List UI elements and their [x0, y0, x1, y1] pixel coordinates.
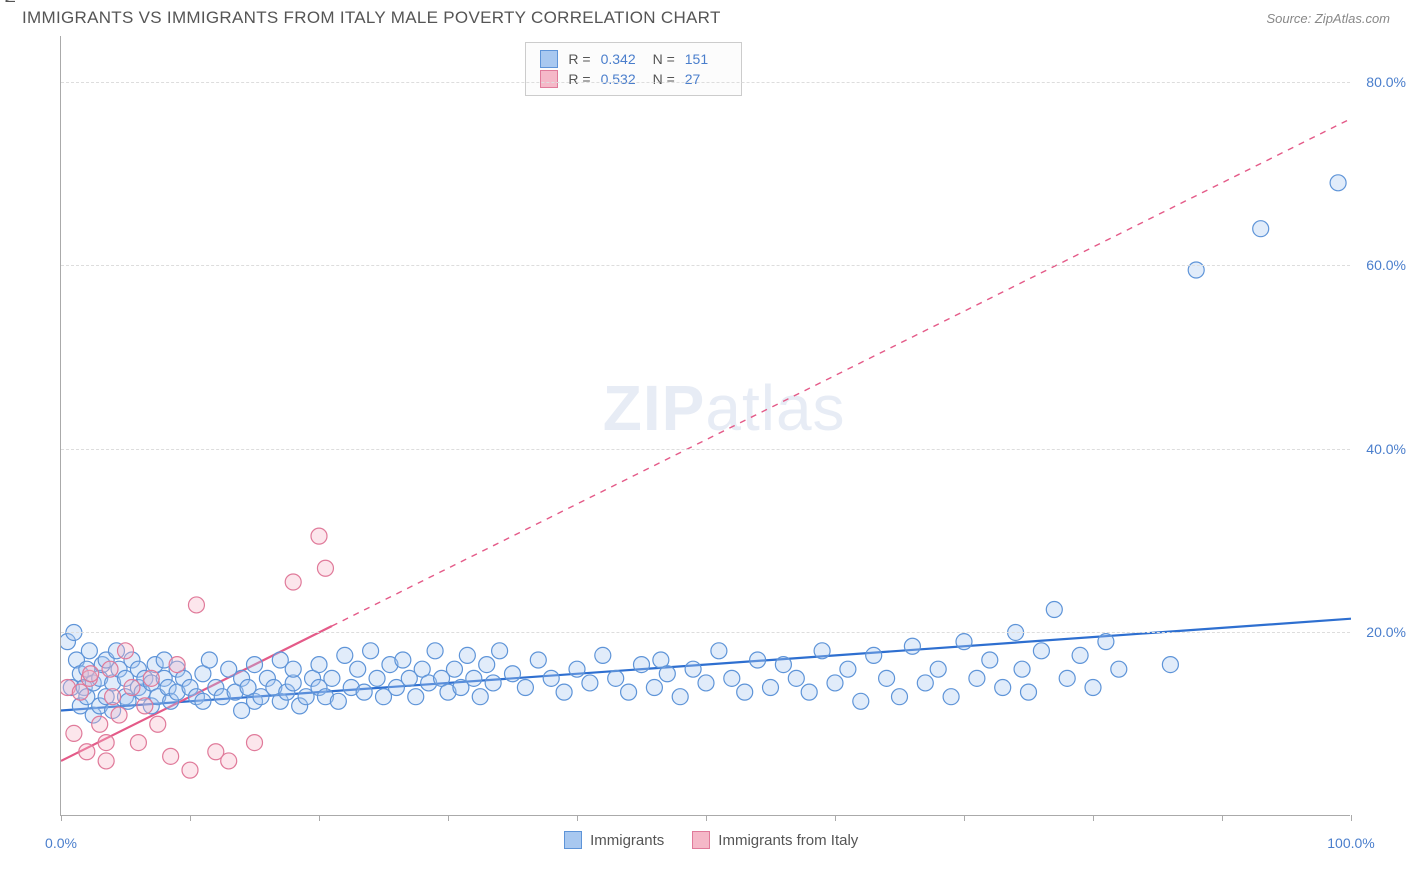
x-tick: [835, 815, 836, 821]
plot-area: ZIPatlas R =0.342N =151R =0.532N =27 Imm…: [60, 36, 1350, 816]
gridline: [61, 82, 1350, 83]
legend-swatch: [564, 831, 582, 849]
x-tick: [706, 815, 707, 821]
y-tick-label: 20.0%: [1366, 624, 1406, 640]
stat-n-value: 27: [685, 71, 727, 87]
x-tick: [61, 815, 62, 821]
x-tick: [448, 815, 449, 821]
stat-r-label: R =: [568, 71, 590, 87]
y-axis-label: Male Poverty: [2, 0, 18, 3]
scatter-svg: [61, 36, 1351, 816]
x-tick: [1351, 815, 1352, 821]
x-tick: [190, 815, 191, 821]
gridline: [61, 449, 1350, 450]
stat-r-value: 0.342: [601, 51, 643, 67]
gridline: [61, 265, 1350, 266]
legend-swatch: [540, 70, 558, 88]
stat-n-label: N =: [653, 51, 675, 67]
legend-item: Immigrants: [564, 831, 664, 849]
y-tick-label: 60.0%: [1366, 257, 1406, 273]
y-tick-label: 40.0%: [1366, 441, 1406, 457]
x-tick: [1093, 815, 1094, 821]
x-tick: [1222, 815, 1223, 821]
legend-swatch: [540, 50, 558, 68]
series-legend: Immigrants Immigrants from Italy: [564, 831, 858, 849]
legend-label: Immigrants: [590, 832, 664, 849]
stat-r-value: 0.532: [601, 71, 643, 87]
stat-n-value: 151: [685, 51, 727, 67]
chart-title: IMMIGRANTS VS IMMIGRANTS FROM ITALY MALE…: [22, 8, 721, 28]
x-tick: [964, 815, 965, 821]
y-tick-label: 80.0%: [1366, 74, 1406, 90]
stat-n-label: N =: [653, 71, 675, 87]
legend-swatch: [692, 831, 710, 849]
legend-label: Immigrants from Italy: [718, 832, 858, 849]
stats-legend-box: R = 0.342 N = 151 R = 0.532 N = 27: [525, 42, 741, 96]
stat-r-label: R =: [568, 51, 590, 67]
x-tick-label: 0.0%: [45, 835, 77, 851]
source-attribution: Source: ZipAtlas.com: [1266, 11, 1390, 26]
stats-legend-row: R = 0.342 N = 151: [540, 49, 726, 69]
x-tick-label: 100.0%: [1327, 835, 1374, 851]
x-tick: [577, 815, 578, 821]
x-tick: [319, 815, 320, 821]
legend-item: Immigrants from Italy: [692, 831, 858, 849]
gridline: [61, 632, 1350, 633]
stats-legend-row: R = 0.532 N = 27: [540, 69, 726, 89]
